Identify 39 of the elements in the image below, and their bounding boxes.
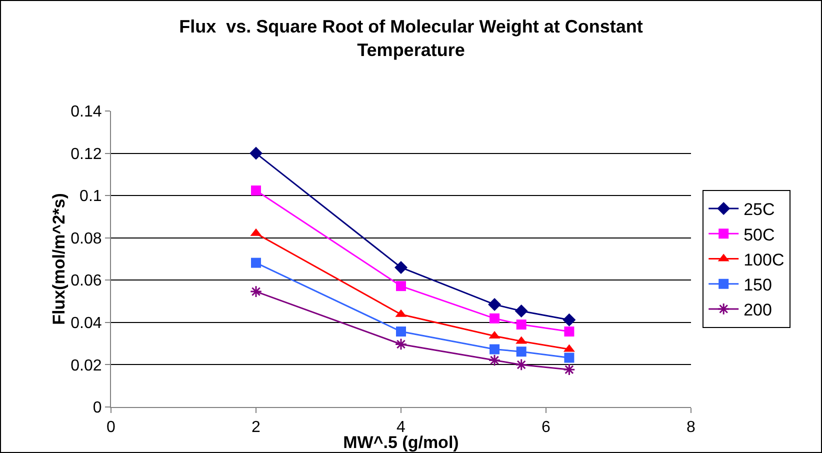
y-tick-label: 0.1 [80, 188, 102, 206]
point [396, 281, 406, 292]
point [490, 344, 500, 354]
x-tick-label: 6 [542, 419, 551, 436]
x-tick-label: 2 [252, 419, 261, 436]
legend-label: 50C [744, 225, 775, 244]
legend-label: 100C [744, 250, 784, 270]
point [564, 326, 574, 337]
point [563, 363, 576, 376]
point [516, 346, 526, 357]
point [514, 304, 528, 318]
y-tick-label: 0 [92, 400, 102, 417]
point [396, 326, 406, 337]
point [394, 260, 408, 274]
point [251, 186, 261, 196]
point [394, 338, 408, 350]
y-tick-label: 0.04 [70, 315, 102, 332]
point [490, 313, 500, 324]
point [488, 298, 502, 311]
y-axis-title: Flux(mol/m^2*s) [50, 193, 69, 325]
legend-label: 150 [744, 275, 772, 294]
point [250, 285, 262, 298]
legend-label: 25C [744, 200, 775, 220]
point [564, 352, 574, 363]
chart-title: Flux vs. Square Root of Molecular Weight at Constant Temperature [179, 16, 643, 60]
point [488, 354, 501, 366]
y-tick-label: 0.14 [70, 104, 102, 121]
point [516, 320, 526, 330]
y-tick-label: 0.08 [70, 230, 102, 248]
point [562, 313, 576, 326]
y-tick-label: 0.12 [70, 146, 102, 163]
y-tick-label: 0.06 [70, 272, 102, 290]
point [251, 258, 261, 268]
y-tick-label: 0.02 [70, 357, 102, 374]
point [515, 358, 528, 371]
x-tick-label: 8 [686, 419, 696, 436]
legend-label: 200 [744, 300, 772, 320]
x-tick-label: 0 [106, 419, 116, 436]
point [250, 146, 262, 160]
